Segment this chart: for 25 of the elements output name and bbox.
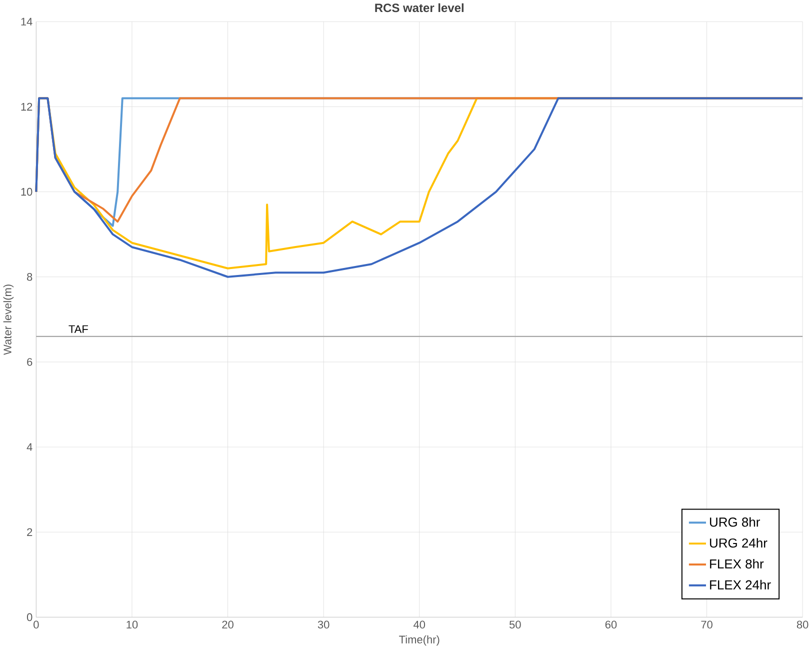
x-tick-label: 30 (318, 620, 330, 629)
y-tick-label: 4 (26, 443, 32, 451)
y-tick-label: 12 (21, 102, 32, 111)
y-tick-label: 6 (27, 358, 32, 366)
x-axis-title: Time(hr) (399, 635, 440, 646)
y-tick-label: 8 (27, 273, 32, 281)
x-tick-label: 50 (510, 620, 521, 629)
legend-label: FLEX 24hr (710, 580, 771, 590)
x-tick-label: 40 (414, 620, 426, 629)
x-tick-label: 0 (34, 620, 39, 629)
y-tick-label: 0 (26, 613, 32, 622)
ref-line-label: TAF (68, 325, 88, 333)
legend-label: URG 24hr (710, 538, 768, 548)
x-tick-label: 10 (126, 620, 138, 629)
x-tick-label: 70 (701, 620, 712, 629)
y-tick-label: 2 (27, 528, 32, 536)
y-tick-label: 14 (21, 18, 32, 26)
y-tick-label: 10 (21, 188, 32, 196)
chart-title: RCS water level (375, 3, 464, 12)
y-axis-title: Water level(m) (3, 284, 14, 355)
x-tick-label: 80 (796, 620, 808, 629)
x-tick-label: 20 (222, 620, 234, 629)
legend-label: FLEX 8hr (710, 559, 764, 569)
legend-label: URG 8hr (710, 517, 760, 527)
x-tick-label: 60 (605, 620, 617, 629)
